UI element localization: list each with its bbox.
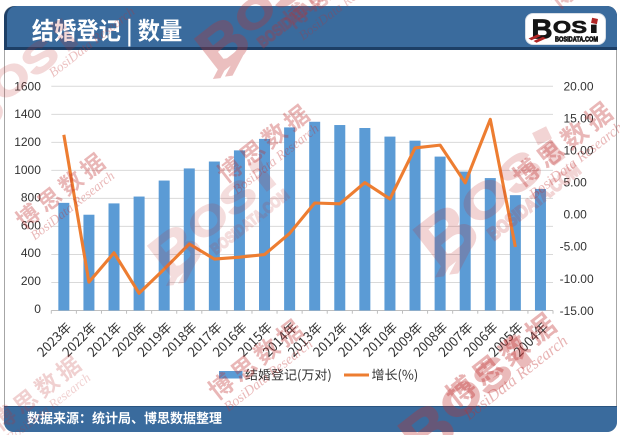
svg-text:-10.00: -10.00 (560, 272, 594, 286)
svg-text:800: 800 (21, 191, 41, 205)
svg-text:15.00: 15.00 (564, 111, 594, 125)
svg-text:5.00: 5.00 (564, 176, 588, 190)
svg-text:600: 600 (21, 218, 41, 232)
svg-text:1600: 1600 (14, 79, 41, 93)
svg-text:1400: 1400 (14, 107, 41, 121)
svg-text:10.00: 10.00 (564, 143, 594, 157)
svg-text:-5.00: -5.00 (560, 240, 588, 254)
svg-text:400: 400 (21, 246, 41, 260)
svg-text:0.00: 0.00 (564, 208, 588, 222)
svg-text:1200: 1200 (14, 135, 41, 149)
svg-text:0: 0 (34, 302, 41, 316)
svg-text:200: 200 (21, 274, 41, 288)
svg-text:-15.00: -15.00 (560, 304, 594, 318)
svg-text:1000: 1000 (14, 163, 41, 177)
svg-text:20.00: 20.00 (564, 79, 594, 93)
